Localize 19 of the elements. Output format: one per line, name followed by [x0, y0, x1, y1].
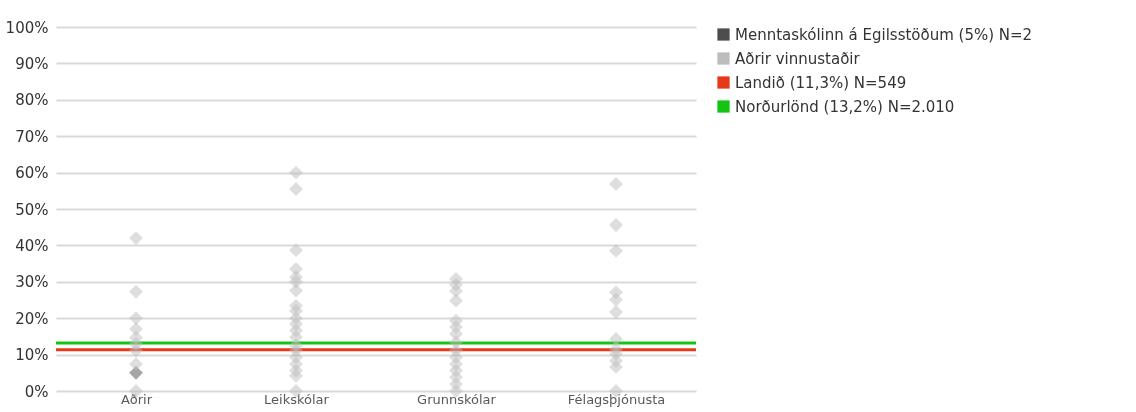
- y-tick-label: 70%: [15, 127, 49, 146]
- x-tick-label: Félagsþjónusta: [567, 391, 666, 407]
- y-tick-label: 10%: [15, 346, 49, 365]
- y-tick-label: 0%: [24, 382, 49, 401]
- y-tick-label: 100%: [5, 18, 49, 37]
- y-tick-label: 40%: [15, 236, 49, 255]
- legend-label: Menntaskólinn á Egilsstöðum (5%) N=2: [735, 25, 1033, 44]
- legend-label: Norðurlönd (13,2%) N=2.010: [735, 97, 955, 116]
- x-tick-label: Aðrir: [120, 391, 153, 407]
- y-tick-label: 20%: [15, 309, 49, 328]
- y-tick-label: 80%: [15, 91, 49, 110]
- legend-label: Landið (11,3%) N=549: [735, 73, 907, 92]
- legend-label: Aðrir vinnustaðir: [735, 49, 861, 68]
- y-tick-label: 30%: [15, 273, 49, 292]
- y-tick-label: 50%: [15, 200, 49, 219]
- y-tick-label: 60%: [15, 164, 49, 183]
- y-tick-label: 90%: [15, 54, 49, 73]
- x-tick-label: Leikskólar: [264, 391, 330, 407]
- x-tick-label: Grunnskólar: [417, 391, 497, 407]
